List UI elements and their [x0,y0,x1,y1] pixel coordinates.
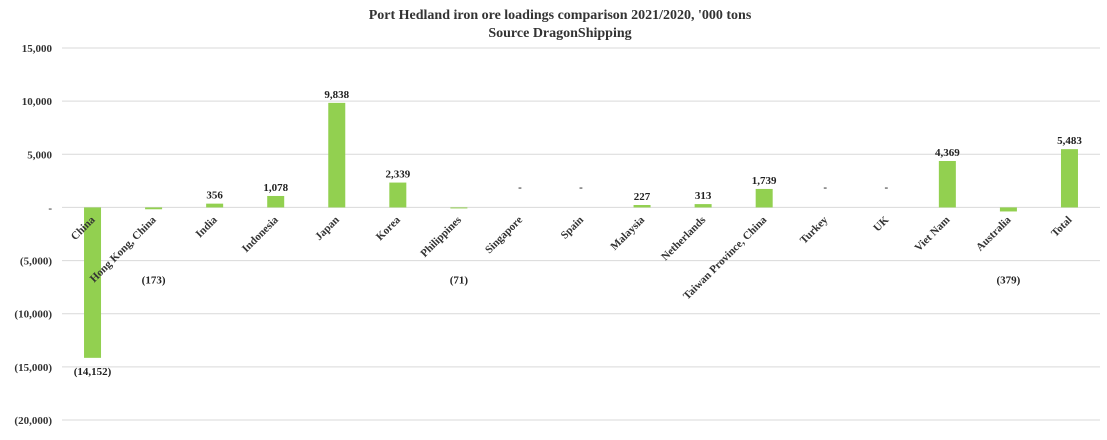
bar [389,182,407,208]
category-label: Total [1049,214,1074,239]
data-label: 5,483 [1057,135,1082,147]
data-label: 2,339 [385,169,410,181]
data-label: (379) [996,274,1020,286]
category-label: Netherlands [659,214,709,264]
category-label: Philippines [418,214,464,260]
bar [999,207,1017,212]
y-axis-ticks: 15,000 10,000 5,000 - (5,000) (10,000) (15,000… [14,43,52,427]
category-label: Spain [559,214,587,242]
bar [84,207,102,358]
category-label: Malaysia [608,214,647,253]
bar [328,102,346,208]
bar [633,205,651,208]
category-label: UK [871,214,891,234]
data-label: 4,369 [935,147,960,159]
data-label: - [579,181,583,193]
category-label: Japan [313,214,342,243]
data-labels: (14,152) (173) 356 1,078 9,838 2,339 (71) - - 227… [74,89,1083,378]
y-tick-label: 5,000 [27,149,52,161]
gridlines [62,47,1100,421]
y-tick-label: 15,000 [22,43,53,55]
data-label: (14,152) [74,366,112,378]
bar [1060,149,1078,208]
data-label: 9,838 [324,89,349,101]
bars [84,102,1078,358]
bar [267,195,285,208]
bar [755,188,773,208]
data-label: 1,739 [752,175,777,187]
data-label: (71) [450,274,469,286]
category-label: Turkey [798,214,831,247]
chart-title: Port Hedland iron ore loadings compariso… [369,8,752,23]
data-label: - [884,181,888,193]
category-label: Singapore [483,214,525,256]
y-tick-label: (5,000) [20,256,52,268]
data-label: 313 [695,190,712,202]
bar [145,207,163,210]
y-tick-label: (10,000) [14,309,52,321]
category-label: Korea [374,214,403,243]
category-label: Indonesia [240,214,281,255]
data-label: 356 [206,190,223,202]
category-label: India [194,214,221,241]
y-tick-label: - [48,202,52,214]
y-tick-label: 10,000 [22,96,53,108]
bar [450,207,468,209]
category-label: Australia [974,214,1014,254]
data-label: - [823,181,827,193]
data-label: (173) [142,274,166,286]
bar [206,203,224,208]
bar [694,204,712,208]
data-label: 1,078 [263,182,288,194]
bar [938,160,956,208]
data-label: 227 [634,191,651,203]
y-tick-label: (15,000) [14,362,52,374]
y-tick-label: (20,000) [14,415,52,427]
category-label: Viet Nam [913,214,953,254]
data-label: - [518,181,522,193]
chart-subtitle: Source DragonShipping [488,26,631,41]
